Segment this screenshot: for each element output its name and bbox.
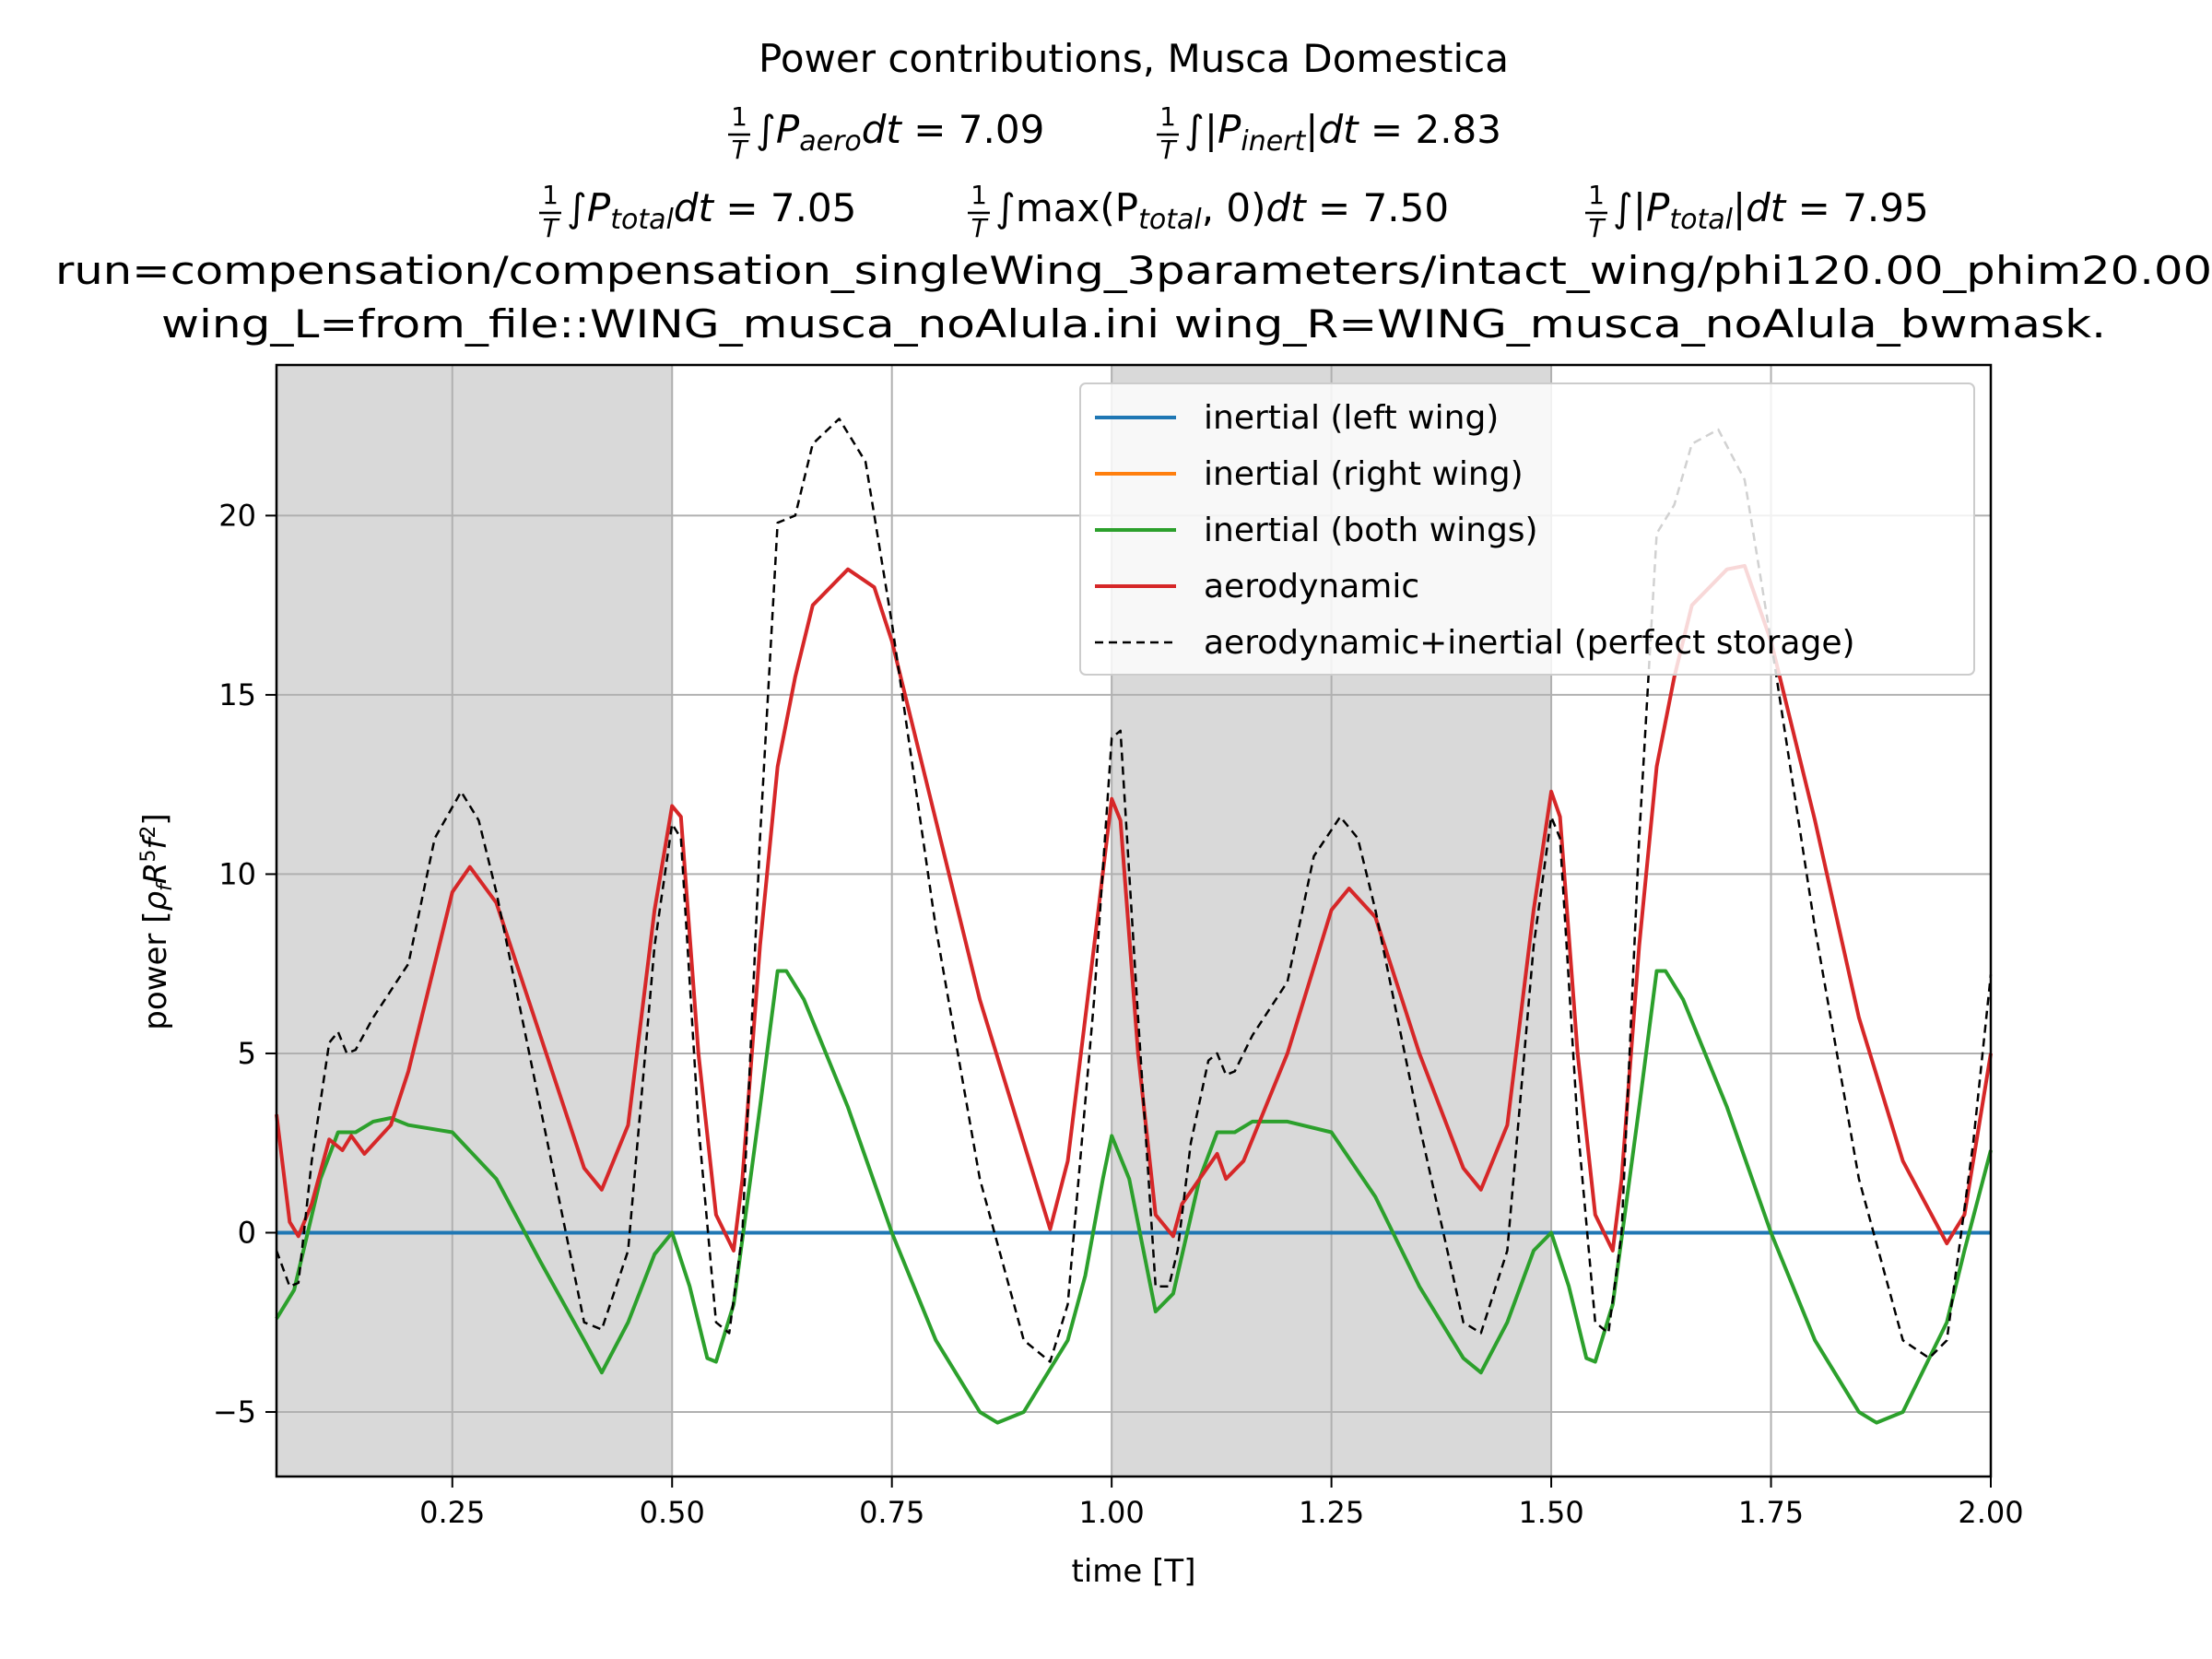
legend-label: aerodynamic [1204,568,1419,606]
aero-sub: aero [799,125,862,158]
frac-total-abs: 1 T [1585,180,1607,243]
x-tick-label: 0.50 [640,1495,705,1530]
plot-frame [275,363,1993,1478]
aero-dt: dt [862,107,903,152]
x-tick-label: 1.50 [1518,1495,1583,1530]
total-pos-sub: total [1138,204,1202,236]
y-axis-label-prefix: power [ [137,912,174,1030]
legend-box [1079,382,1975,676]
frac-num: 1 [971,180,987,210]
x-tick-label: 1.25 [1299,1495,1364,1530]
inert-dt: dt [1318,107,1359,152]
inert-integral-text: ∫|Pinert|dt = 2.83 [1184,107,1501,158]
legend-label: inertial (left wing) [1204,399,1499,437]
inertial-both-wings-line [275,969,1993,1425]
inert-value: 2.83 [1415,107,1501,152]
x-tick-label: 0.75 [859,1495,924,1530]
y-axis-ticks: −5 0 5 10 15 20 [213,498,276,1430]
aerodynamic-plus-inertial-line [275,418,1993,1363]
inert-sub: inert [1241,125,1306,158]
x-tick-label: 0.25 [419,1495,485,1530]
total-dt: dt [674,185,715,230]
total-abs-sub: total [1669,204,1733,236]
x-tick-label: 1.75 [1738,1495,1804,1530]
y-axis-label: power [ρfR5f2] [137,813,177,1030]
shaded-interval-1 [276,365,673,1477]
total-integral-text: ∫Ptotaldt = 7.05 [567,185,856,236]
total-pos-dt: dt [1266,185,1308,230]
frac-den: T [731,135,748,165]
frac-num: 1 [1588,180,1605,210]
x-axis-ticks: 0.25 0.50 0.75 1.00 1.25 1.50 1.75 2.00 [419,1477,2024,1530]
total-abs-value: 7.95 [1842,185,1929,230]
frac-den: T [971,213,988,243]
y-tick-label: 20 [218,498,256,533]
frac-total: 1 T [539,180,561,243]
y-tick-label: −5 [213,1394,256,1430]
aero-value: 7.09 [959,107,1045,152]
frac-num: 1 [1159,101,1176,132]
x-axis-label: time [T] [1072,1553,1196,1590]
total-pos-P: max(P [1016,185,1138,230]
title-line-2: 1 T ∫Paerodt = 7.09 1 T ∫|Pinert|dt = 2.… [728,101,1501,165]
title-line-4: run=compensation/compensation_singleWing… [55,248,2212,293]
inert-P: P [1218,107,1241,152]
y-tick-label: 10 [218,856,256,891]
legend: inertial (left wing) inertial (right wing… [1079,382,1975,676]
legend-label: inertial (right wing) [1204,455,1524,493]
chart-title: Power contributions, Musca Domestica 1 T… [55,36,2212,347]
frac-den: T [542,213,559,243]
total-pos-integral-text: ∫max(Ptotal, 0)dt = 7.50 [995,185,1449,236]
frac-inert: 1 T [1157,101,1179,165]
total-P: P [587,185,611,230]
y-tick-label: 0 [238,1215,256,1250]
frac-den: T [1588,213,1606,243]
total-pos-value: 7.50 [1363,185,1450,230]
integral-sign: ∫ [756,107,776,152]
aero-integral-text: ∫Paerodt = 7.09 [756,107,1044,158]
total-sub: total [610,204,674,236]
frac-aero: 1 T [728,101,750,165]
frac-den: T [1159,135,1177,165]
frac-num: 1 [731,101,747,132]
legend-label: inertial (both wings) [1204,512,1538,549]
total-abs-P: P [1646,185,1670,230]
total-value: 7.05 [771,185,857,230]
legend-label: aerodynamic+inertial (perfect storage) [1204,624,1855,662]
x-tick-label: 1.00 [1079,1495,1145,1530]
total-abs-dt: dt [1746,185,1787,230]
series-layer [275,418,1993,1425]
aerodynamic-line [275,563,1993,1253]
aero-P: P [776,107,800,152]
x-tick-label: 2.00 [1958,1495,2023,1530]
y-tick-label: 5 [238,1036,256,1071]
total-abs-integral-text: ∫|Ptotal|dt = 7.95 [1613,185,1929,236]
y-tick-label: 15 [218,677,256,712]
frac-num: 1 [542,180,559,210]
frac-total-pos: 1 T [968,180,990,243]
title-line-5: wing_L=from_file::WING_musca_noAlula.ini… [161,301,2106,347]
title-line-3: 1 T ∫Ptotaldt = 7.05 1 T ∫max(Ptotal, 0)… [539,180,1929,243]
title-line-1: Power contributions, Musca Domestica [759,36,1509,81]
